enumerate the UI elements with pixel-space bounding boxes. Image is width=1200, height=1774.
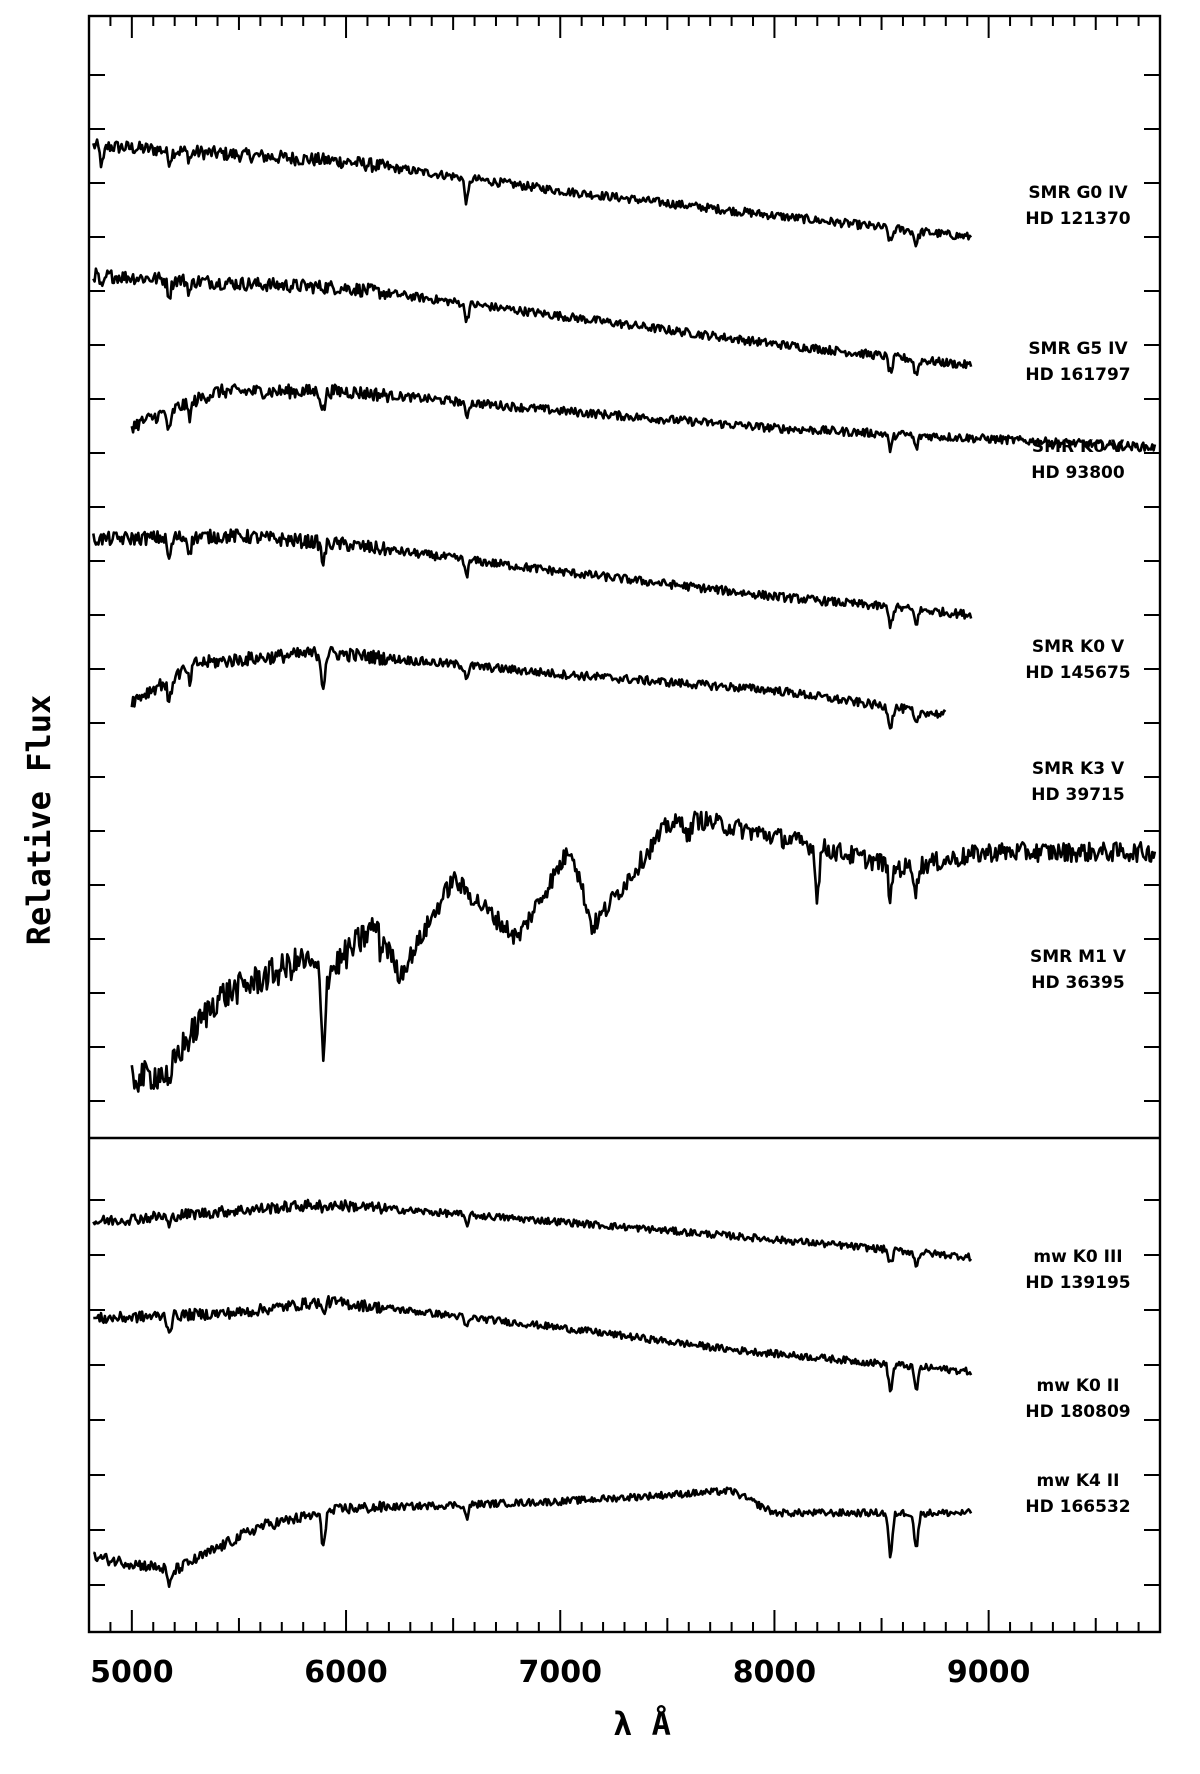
spectrum-label-type: SMR G0 IV [1028, 183, 1128, 203]
panel-upper: SMR G0 IV HD 121370 SMR G5 IV HD 161797 SMR … [92, 138, 1157, 1093]
spectrum-label-type: SMR M1 V [1030, 947, 1127, 967]
y-axis-title: Relative Flux [20, 695, 58, 945]
spectrum-label-type: mw K0 II [1037, 1376, 1120, 1396]
spectrum-line [92, 528, 973, 630]
x-tick-label: 5000 [90, 1655, 174, 1690]
spectrum-label-star: HD 180809 [1025, 1402, 1130, 1422]
plot-frame [87, 14, 1162, 1634]
spectrum-label-type: SMR K0 V [1032, 437, 1125, 457]
x-axis-title: λ Å [613, 1705, 671, 1743]
spectrum-label-star: HD 93800 [1031, 463, 1125, 483]
panel-lower: mw K0 III HD 139195 mw K0 II HD 180809 mw K4… [92, 1198, 1131, 1588]
spectrum-label-type: SMR K3 V [1032, 759, 1125, 779]
spectrum-label-star: HD 39715 [1031, 785, 1124, 805]
x-tick-label: 7000 [518, 1655, 602, 1690]
x-tick-label: 9000 [947, 1655, 1031, 1690]
spectrum-line [130, 810, 1157, 1093]
spectrum-line [93, 1486, 973, 1588]
x-tick-label: 8000 [733, 1655, 817, 1690]
spectrum-label-type: SMR K0 V [1032, 637, 1125, 657]
spectrum-label-star: HD 145675 [1025, 663, 1130, 683]
spectrum-label-star: HD 161797 [1025, 365, 1130, 385]
spectrum-line [92, 267, 973, 376]
spectrum-label-star: HD 121370 [1025, 209, 1130, 229]
spectrum-label-type: mw K4 II [1037, 1471, 1120, 1491]
spectrum-line [130, 645, 947, 730]
spectrum-label-star: HD 36395 [1031, 973, 1124, 993]
x-tick-label: 6000 [304, 1655, 388, 1690]
spectrum-line [93, 1295, 973, 1393]
spectrum-label-star: HD 139195 [1025, 1273, 1130, 1293]
spectrum-label-star: HD 166532 [1025, 1497, 1130, 1517]
spectrum-line [92, 138, 973, 248]
spectrum-label-type: mw K0 III [1033, 1247, 1122, 1267]
spectrum-label-type: SMR G5 IV [1028, 339, 1128, 359]
spectrum-line [130, 383, 1157, 454]
spectrum-line [92, 1198, 973, 1268]
